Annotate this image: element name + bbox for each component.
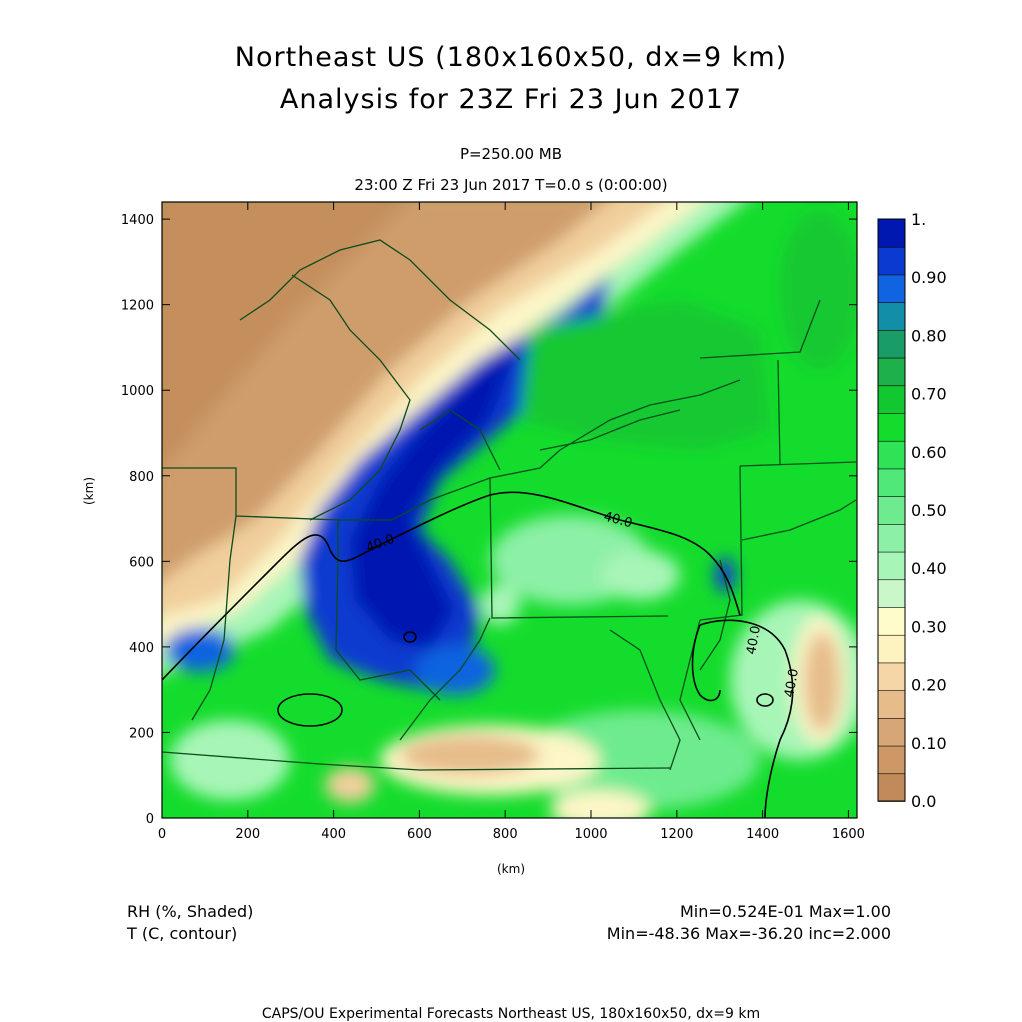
- colorbar-label: 0.30: [911, 617, 947, 636]
- colorbar-swatch: [877, 523, 906, 553]
- colorbar-swatch: [877, 246, 906, 276]
- colorbar-swatch: [877, 634, 906, 664]
- footer-credit: CAPS/OU Experimental Forecasts Northeast…: [261, 1006, 761, 1022]
- colorbar-swatch: [877, 301, 906, 331]
- x-tick-label: 600: [407, 827, 432, 842]
- colorbar-label: 0.0: [911, 792, 936, 811]
- contour-label: 40.0: [782, 668, 802, 699]
- colorbar-swatch: [877, 717, 906, 747]
- y-tick-label: 1000: [121, 384, 154, 399]
- map-title-line2: Analysis for 23Z Fri 23 Jun 2017: [279, 84, 743, 115]
- y-tick-label: 1400: [121, 213, 154, 228]
- colorbar-swatch: [877, 745, 906, 775]
- y-tick-label: 600: [129, 555, 154, 570]
- colorbar-swatch: [877, 357, 906, 387]
- colorbar-label: 0.80: [911, 326, 947, 345]
- x-tick-label: 1400: [746, 827, 779, 842]
- colorbar-swatch: [877, 495, 906, 525]
- x-tick-label: 1600: [832, 827, 865, 842]
- contour-label: 40.0: [744, 625, 764, 656]
- shaded-field-label: RH (%, Shaded): [127, 902, 254, 921]
- colorbar-frame: [877, 218, 906, 802]
- colorbar-swatch: [877, 662, 906, 691]
- colorbar-label: 0.70: [911, 385, 947, 404]
- colorbar: 1. 0.90 0.80 0.70 0.60 0.50 0.40 0.30 0.20 0.10 0.…: [877, 210, 947, 811]
- x-axis: 0 200 400 600 800 1000 1200 1400 1600: [158, 202, 865, 842]
- y-tick-label: 1200: [121, 299, 154, 314]
- x-tick-label: 1200: [660, 827, 693, 842]
- contour-label: 40.0: [602, 509, 634, 531]
- y-axis-label: (km): [82, 476, 96, 505]
- colorbar-label: 1.: [911, 210, 926, 229]
- colorbar-label: 0.40: [911, 559, 947, 578]
- y-tick-label: 0: [146, 812, 154, 827]
- colorbar-label: 0.90: [911, 268, 947, 287]
- colorbar-swatch: [877, 772, 906, 802]
- y-axis: 0 200 400 600 800 1000 1200 1400: [121, 213, 857, 827]
- y-tick-label: 200: [129, 726, 154, 741]
- colorbar-swatch: [877, 274, 906, 303]
- y-tick-label: 800: [129, 470, 154, 485]
- x-tick-label: 1000: [574, 827, 607, 842]
- contour-field-label: T (C, contour): [127, 924, 238, 943]
- temperature-contours: [162, 491, 794, 818]
- colorbar-swatch: [877, 218, 906, 248]
- rh-shaded-field: 40.0 40.0 40.0 40.0: [162, 202, 857, 818]
- colorbar-swatch: [877, 384, 906, 414]
- plot-frame: [161, 201, 858, 819]
- colorbar-label: 0.20: [911, 676, 947, 695]
- pressure-level: P=250.00 MB: [459, 145, 563, 163]
- x-axis-label: (km): [497, 862, 526, 876]
- valid-time: 23:00 Z Fri 23 Jun 2017 T=0.0 s (0:00:00…: [354, 176, 668, 194]
- map-title-line1: Northeast US (180x160x50, dx=9 km): [234, 42, 788, 73]
- x-tick-label: 800: [493, 827, 518, 842]
- temperature-stats: Min=-48.36 Max=-36.20 inc=2.000: [606, 924, 891, 943]
- x-tick-label: 0: [158, 827, 166, 842]
- colorbar-swatch: [877, 329, 906, 359]
- rh-stats: Min=0.524E-01 Max=1.00: [679, 902, 891, 921]
- colorbar-swatch: [877, 412, 906, 442]
- colorbar-swatch: [877, 689, 906, 719]
- colorbar-swatch: [877, 440, 906, 470]
- colorbar-swatch: [877, 606, 906, 636]
- colorbar-swatch: [877, 551, 906, 581]
- colorbar-label: 0.10: [911, 734, 947, 753]
- colorbar-swatch: [877, 578, 906, 608]
- geography-outlines: [162, 239, 857, 771]
- x-tick-label: 200: [235, 827, 260, 842]
- colorbar-label: 0.60: [911, 443, 947, 462]
- contour-labels: 40.0 40.0 40.0 40.0: [364, 509, 802, 698]
- x-tick-label: 400: [321, 827, 346, 842]
- y-tick-label: 400: [129, 641, 154, 656]
- colorbar-swatch: [877, 468, 906, 497]
- colorbar-label: 0.50: [911, 501, 947, 520]
